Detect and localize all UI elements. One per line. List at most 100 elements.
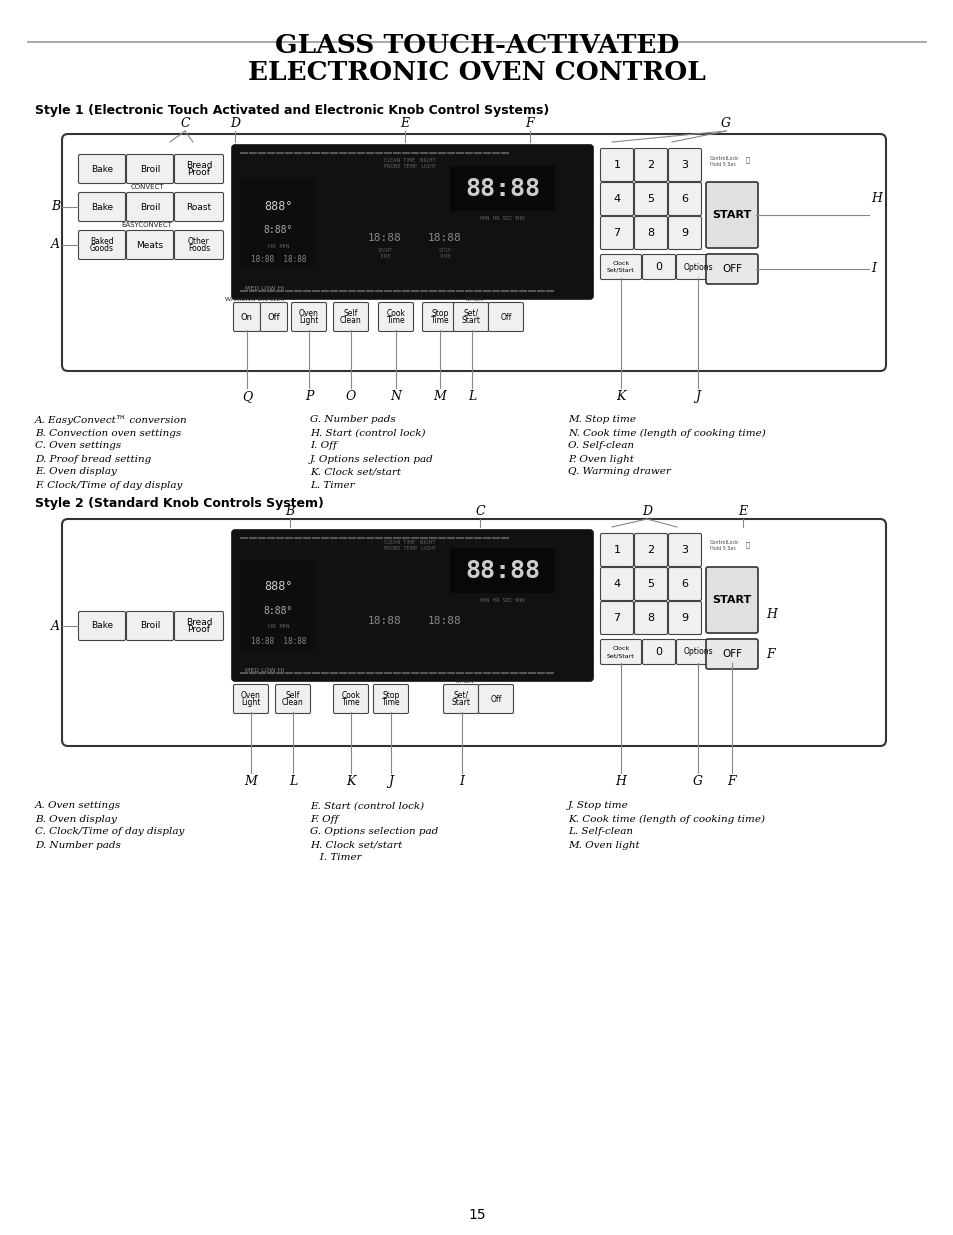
Text: N. Cook time (length of cooking time): N. Cook time (length of cooking time) (567, 429, 765, 437)
Text: Proof: Proof (188, 625, 211, 634)
Text: Off: Off (490, 694, 501, 704)
Text: ⚿: ⚿ (745, 157, 749, 163)
Bar (241, 561, 315, 651)
Text: C. Clock/Time of day display: C. Clock/Time of day display (35, 827, 184, 836)
Text: D: D (230, 117, 240, 130)
FancyBboxPatch shape (232, 530, 593, 680)
Text: E. Start (control lock): E. Start (control lock) (310, 802, 424, 810)
FancyBboxPatch shape (78, 611, 126, 641)
Text: 8: 8 (647, 613, 654, 622)
Text: ControlLock: ControlLock (709, 156, 739, 161)
Text: Clock: Clock (612, 261, 629, 266)
Text: Time: Time (430, 316, 449, 325)
Text: On: On (241, 312, 253, 321)
Text: Start: Start (461, 316, 480, 325)
FancyBboxPatch shape (174, 231, 223, 259)
Text: 6: 6 (680, 194, 688, 204)
FancyBboxPatch shape (78, 193, 126, 221)
Text: Bread: Bread (186, 618, 212, 627)
FancyBboxPatch shape (78, 154, 126, 184)
FancyBboxPatch shape (634, 216, 667, 249)
FancyBboxPatch shape (676, 640, 719, 664)
Text: Self: Self (343, 309, 357, 317)
Text: P: P (305, 390, 313, 403)
Text: Cook: Cook (341, 692, 360, 700)
Text: G: G (720, 117, 730, 130)
FancyBboxPatch shape (599, 148, 633, 182)
FancyBboxPatch shape (676, 254, 719, 279)
Text: Style 1 (Electronic Touch Activated and Electronic Knob Control Systems): Style 1 (Electronic Touch Activated and … (35, 104, 549, 117)
Text: Roast: Roast (186, 203, 212, 211)
FancyBboxPatch shape (453, 303, 488, 331)
Text: Time: Time (341, 698, 360, 706)
Text: Bake: Bake (91, 203, 113, 211)
Text: 4: 4 (613, 194, 619, 204)
Text: 3: 3 (680, 545, 688, 555)
Text: F: F (525, 117, 534, 130)
Text: L: L (289, 776, 296, 788)
Text: F. Off: F. Off (310, 815, 338, 824)
Text: CLEAN  TIME   NIGHT: CLEAN TIME NIGHT (384, 541, 436, 546)
Text: STOP: STOP (438, 247, 451, 252)
Text: Stop: Stop (382, 692, 399, 700)
Text: 7: 7 (613, 228, 619, 238)
Text: WARNING DRAWER: WARNING DRAWER (225, 296, 284, 303)
FancyBboxPatch shape (599, 568, 633, 600)
FancyBboxPatch shape (599, 601, 633, 635)
Text: Options: Options (682, 263, 712, 272)
Text: 18:88  18:88: 18:88 18:88 (251, 256, 306, 264)
FancyBboxPatch shape (62, 519, 885, 746)
Text: Time: Time (386, 316, 405, 325)
Text: 2: 2 (647, 161, 654, 170)
FancyBboxPatch shape (127, 193, 173, 221)
Text: D: D (641, 505, 651, 517)
Text: Broil: Broil (140, 621, 160, 631)
FancyBboxPatch shape (634, 534, 667, 567)
Text: M. Stop time: M. Stop time (567, 415, 636, 425)
Text: ELECTRONIC OVEN CONTROL: ELECTRONIC OVEN CONTROL (248, 61, 705, 85)
Text: Clean: Clean (282, 698, 304, 706)
Text: K: K (346, 776, 355, 788)
FancyBboxPatch shape (127, 231, 173, 259)
FancyBboxPatch shape (62, 135, 885, 370)
Text: 5: 5 (647, 194, 654, 204)
Text: J. Options selection pad: J. Options selection pad (310, 454, 434, 463)
Text: B: B (51, 200, 60, 214)
FancyBboxPatch shape (292, 303, 326, 331)
Text: Light: Light (299, 316, 318, 325)
Text: H: H (615, 776, 626, 788)
FancyBboxPatch shape (478, 684, 513, 714)
Text: M. Oven light: M. Oven light (567, 841, 639, 850)
FancyBboxPatch shape (233, 684, 268, 714)
Text: TIME: TIME (378, 253, 391, 258)
Text: Start: Start (451, 698, 470, 706)
FancyBboxPatch shape (443, 684, 478, 714)
Text: 9: 9 (680, 613, 688, 622)
FancyBboxPatch shape (668, 183, 700, 215)
FancyBboxPatch shape (668, 534, 700, 567)
Text: Cook: Cook (386, 309, 405, 317)
FancyBboxPatch shape (127, 611, 173, 641)
Text: 3: 3 (680, 161, 688, 170)
FancyBboxPatch shape (275, 684, 310, 714)
Text: START: START (377, 247, 392, 252)
Text: E: E (738, 505, 747, 517)
Text: GLASS TOUCH-ACTIVATED: GLASS TOUCH-ACTIVATED (274, 33, 679, 58)
Text: K. Clock set/start: K. Clock set/start (310, 468, 400, 477)
Text: I: I (459, 776, 464, 788)
Text: Goods: Goods (90, 245, 113, 253)
Text: G: G (692, 776, 702, 788)
Text: Time: Time (381, 698, 400, 706)
Text: 15: 15 (468, 1208, 485, 1221)
Text: ControlLock: ControlLock (709, 541, 739, 546)
Text: Broil: Broil (140, 164, 160, 173)
FancyBboxPatch shape (334, 684, 368, 714)
Text: I. Off: I. Off (310, 441, 336, 451)
FancyBboxPatch shape (599, 216, 633, 249)
Text: 18:88: 18:88 (368, 616, 401, 626)
Text: Clean: Clean (340, 316, 361, 325)
Text: O. Self-clean: O. Self-clean (567, 441, 634, 451)
Text: 888°: 888° (264, 200, 293, 212)
Text: A: A (51, 238, 60, 252)
Text: E: E (400, 117, 409, 130)
